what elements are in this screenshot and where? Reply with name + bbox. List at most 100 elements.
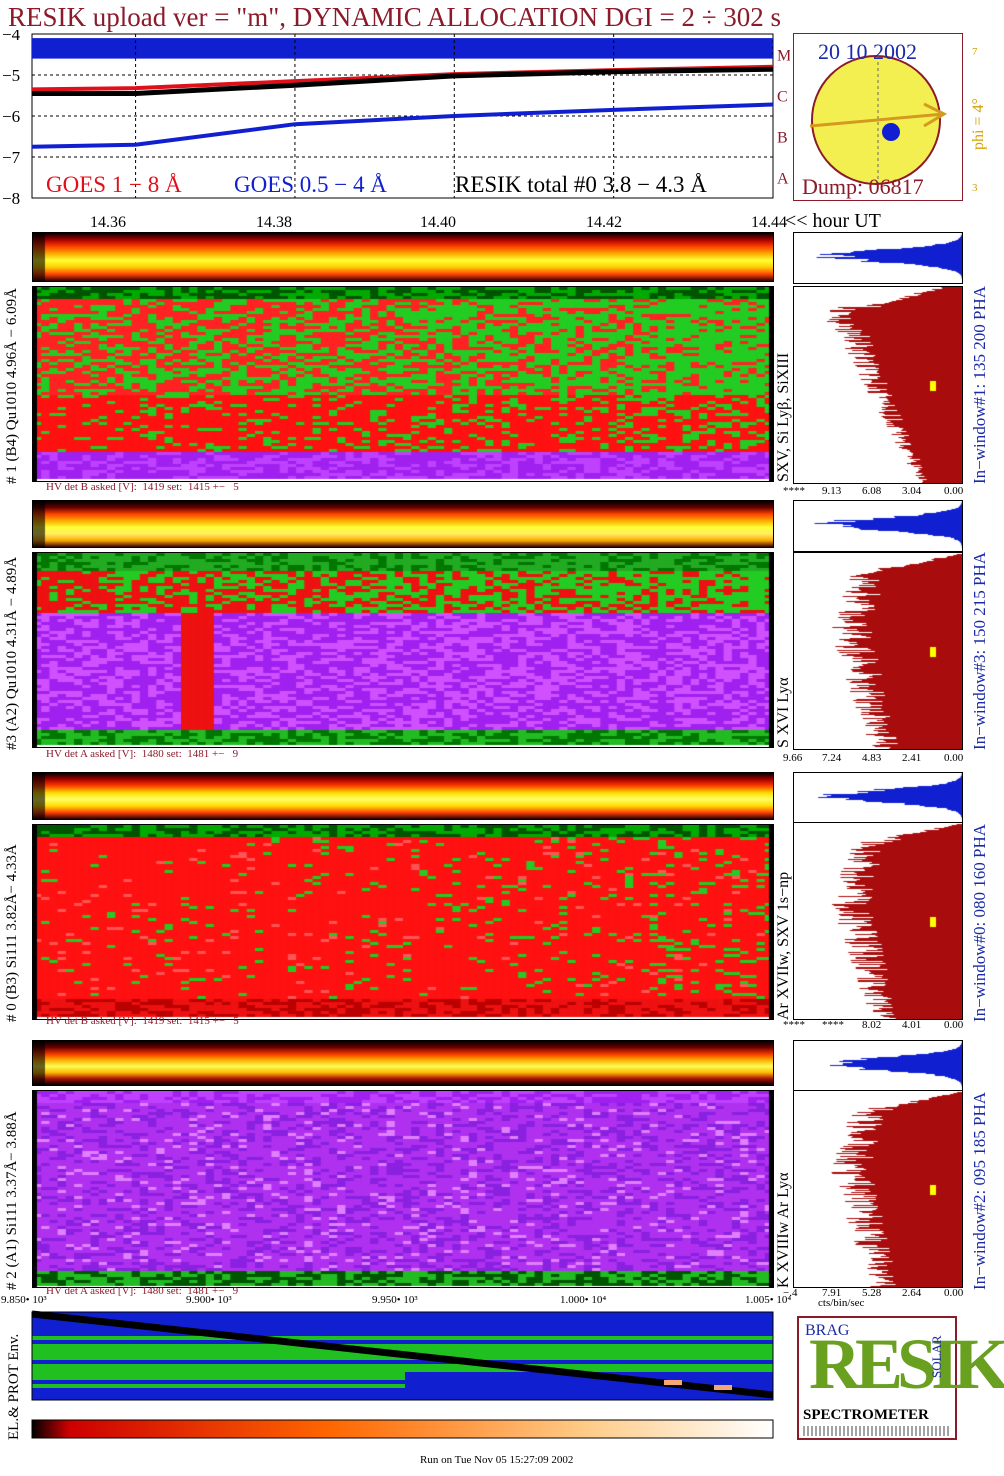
logo-right: SOLAR: [929, 1335, 944, 1378]
legend-goes-short: GOES 0.5 − 4 Å: [234, 172, 387, 197]
env-band: [32, 1364, 773, 1368]
phi-top: 7: [972, 46, 978, 58]
detector-1-label: #3 (A2) Qu1010 4.31Å − 4.89Å: [4, 556, 20, 750]
detector-0-pha-profile: [793, 232, 963, 284]
phi-bottom: 3: [972, 182, 978, 194]
detector-3-pha-spectrum: [793, 1090, 963, 1288]
x-tick-label: 14.40: [420, 214, 456, 231]
env-tick: 1.005• 10⁴: [745, 1294, 792, 1306]
detector-3-hv-status: HV det A asked [V]: 1480 set: 1481 +− 9: [46, 1285, 239, 1297]
legend-goes-long: GOES 1 − 8 Å: [46, 172, 182, 197]
env-band: [32, 1368, 773, 1372]
env-trend-line: [31, 1310, 774, 1399]
goes-class-letter: B: [777, 130, 788, 147]
env-band: [32, 1340, 773, 1344]
detector-2-spectrum-heatmap: [32, 824, 774, 1020]
env-plot: [31, 1310, 774, 1439]
env-band: [32, 1376, 773, 1380]
flux-band: [32, 38, 773, 59]
spectrum-tick-label: 0.00: [944, 1019, 964, 1031]
env-tick: 9.950• 10³: [372, 1294, 418, 1306]
footer-run-info: Run on Tue Nov 05 15:27:09 2002: [420, 1454, 574, 1466]
env-band: [32, 1332, 773, 1336]
detector-3-pha-window: In−window#2: 095 185 PHA: [970, 1091, 989, 1290]
spectrum-tick-label: 0.00: [944, 1287, 964, 1299]
dump-number: Dump: 06817: [802, 174, 924, 199]
detector-2-pha-spectrum: [793, 822, 963, 1020]
spectrum-tick-label: 5.28: [862, 1287, 882, 1299]
env-band: [32, 1388, 773, 1392]
detector-0-spectrum-heatmap: [32, 286, 774, 482]
env-marker: [714, 1385, 732, 1390]
logo-fineprint: [803, 1426, 951, 1436]
env-band: [32, 1380, 773, 1384]
env-label: EL.& PROT Env.: [6, 1333, 22, 1440]
page-title: RESIK upload ver = "m", DYNAMIC ALLOCATI…: [8, 2, 782, 32]
env-band: [32, 1392, 773, 1396]
env-tick: 1.000• 10⁴: [560, 1294, 607, 1306]
detector-1-profile-heatmap: [32, 500, 774, 548]
detector-2-hv-status: HV det B asked [V]: 1419 set: 1415 +− 5: [46, 1015, 239, 1027]
detector-0-hv-status: HV det B asked [V]: 1419 set: 1415 +− 5: [46, 481, 239, 493]
spectrum-tick-label: 2.41: [902, 752, 922, 764]
env-band: [32, 1324, 773, 1328]
spectrum-tick-label: 4.83: [862, 752, 882, 764]
detector-3-profile-heatmap: [32, 1040, 774, 1086]
spectrum-tick-label: 3.04: [902, 485, 922, 497]
env-band: [32, 1344, 773, 1348]
env-tick: 9.850• 10³: [1, 1294, 47, 1306]
env-band: [32, 1312, 773, 1316]
goes-class-letter: M: [777, 48, 790, 65]
detector-0-lines: SXV, Si Lyβ, SiXIII: [775, 352, 792, 482]
sun-date: 20 10 2002: [818, 39, 917, 64]
y-tick-label: −5: [2, 66, 20, 85]
detector-3-spectrum-heatmap: [32, 1090, 774, 1288]
detector-2-label: # 0 (B3) Si111 3.82Å− 4.33Å: [4, 844, 20, 1022]
spectrum-tick-label: 0.00: [944, 752, 964, 764]
logo-top-left: BRAG: [805, 1322, 850, 1339]
goes-class-letter: C: [777, 89, 788, 106]
env-band: [32, 1384, 773, 1388]
env-marker: [664, 1380, 682, 1385]
spectrum-tick-label: 8.02: [862, 1019, 882, 1031]
detector-1-pha-window: In−window#3: 150 215 PHA: [970, 551, 989, 750]
detector-3-pha-profile: [793, 1040, 963, 1092]
env-band: [32, 1328, 773, 1332]
env-band: [32, 1360, 773, 1364]
spectrum-tick-label: 9.13: [822, 485, 842, 497]
detector-2-pha-window: In−window#0: 080 160 PHA: [970, 823, 989, 1022]
detector-0-profile-heatmap: [32, 232, 774, 282]
detector-3-lines: K XVIIIw Ar Lyα: [775, 1172, 792, 1288]
env-band: [32, 1396, 773, 1400]
env-band: [32, 1348, 773, 1352]
detector-3-label: # 2 (A1) Si111 3.37Å− 3.88Å: [4, 1111, 20, 1290]
spectrum-tick-label: ****: [783, 485, 805, 497]
spectrum-tick-label: ****: [783, 1019, 805, 1031]
detector-1-pha-profile: [793, 500, 963, 552]
detector-1-lines: S XVI Lyα: [775, 677, 792, 748]
detector-1-pha-spectrum: [793, 552, 963, 750]
env-frame: [31, 1311, 774, 1401]
env-band: [32, 1320, 773, 1324]
goes-class-letter: A: [777, 171, 789, 188]
spectrum-tick-label: 4.01: [902, 1019, 922, 1031]
spectrum-tick-label: −.4: [783, 1287, 798, 1299]
color-bar: [31, 1419, 774, 1439]
spectrum-tick-label: ****: [822, 1019, 844, 1031]
x-tick-label: 14.38: [256, 214, 292, 231]
sun-disk-icon: [809, 55, 948, 185]
spectrum-tick-label: 9.66: [783, 752, 803, 764]
spectrum-unit: cts/bin/sec: [818, 1297, 865, 1309]
spectrum-tick-label: 7.91: [822, 1287, 842, 1299]
logo-letters: RESIK: [809, 1324, 1004, 1404]
detector-1-hv-status: HV det A asked [V]: 1480 set: 1481 +− 9: [46, 748, 239, 760]
y-tick-label: −7: [2, 148, 21, 167]
env-band: [32, 1336, 773, 1340]
legend-resik-total: RESIK total #0 3.8 − 4.3 Å: [455, 172, 707, 197]
spectrum-tick-label: 7.24: [822, 752, 842, 764]
goes-lightcurve-chart: −4−5−6−7−8ABCMX: [2, 30, 790, 205]
y-tick-label: −8: [2, 189, 20, 205]
env-tick: 9.900• 10³: [186, 1294, 232, 1306]
detector-2-lines: Ar XVIIw, SXV 1s−np: [775, 871, 792, 1020]
